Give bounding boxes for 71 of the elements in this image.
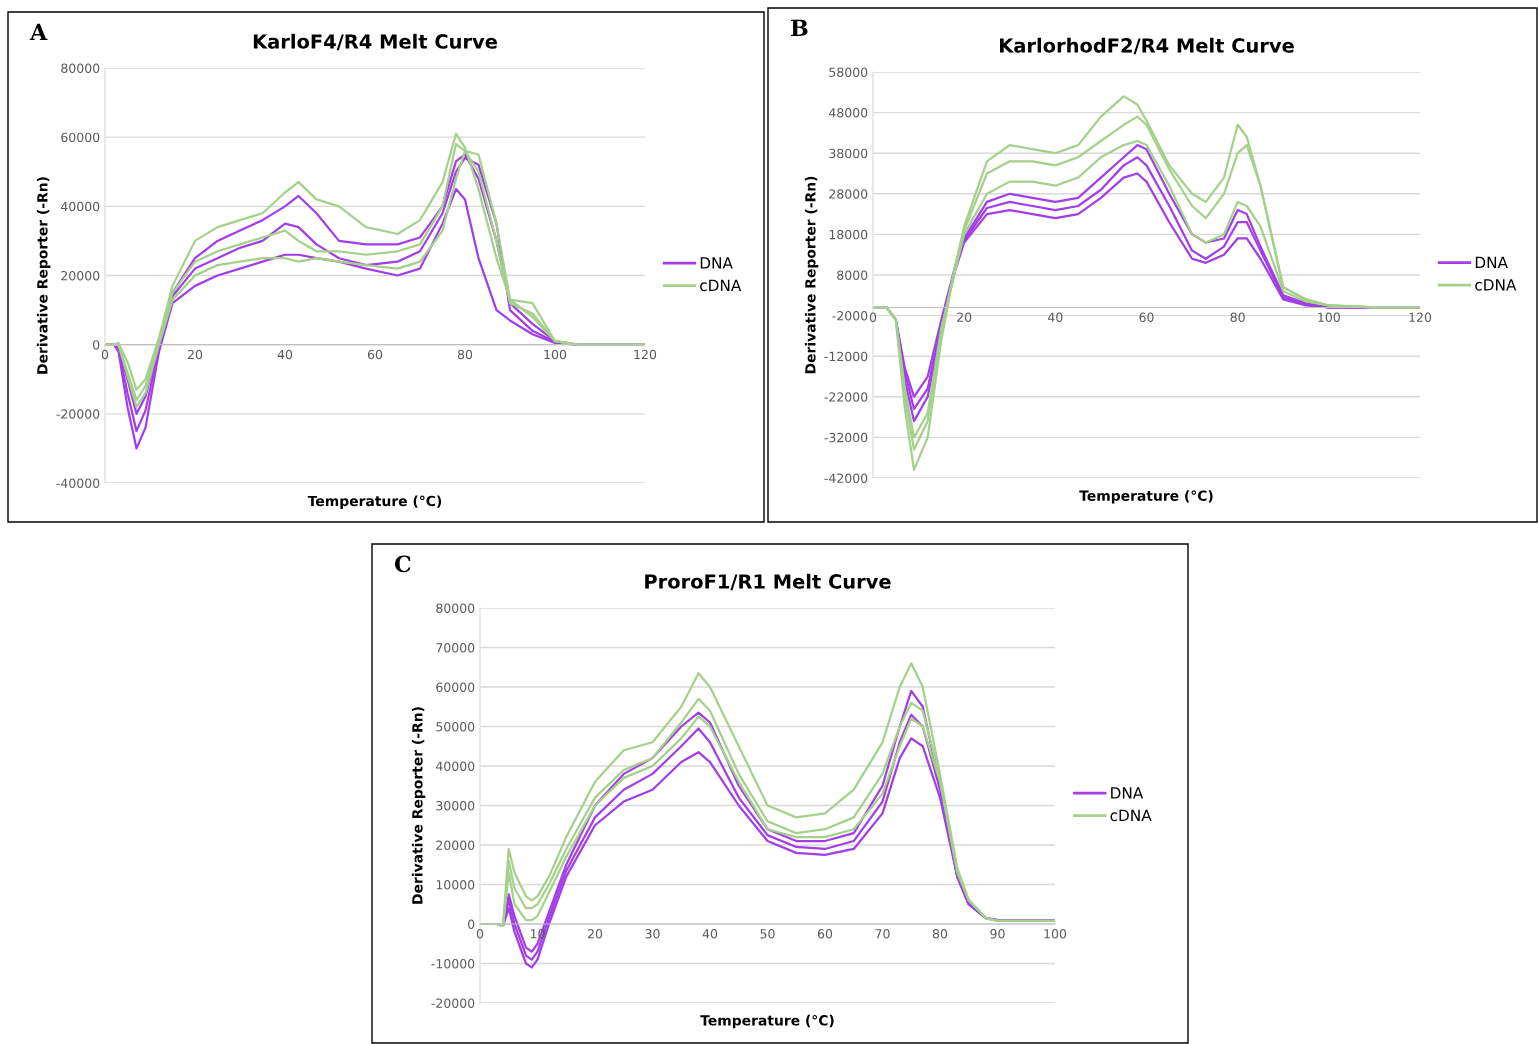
y-tick-label: 40000 (60, 201, 100, 212)
y-tick-label: -20000 (56, 409, 100, 419)
x-tick-label: 0 (101, 349, 109, 360)
legend-label: cDNA (700, 279, 742, 292)
y-tick-label: -22000 (824, 392, 868, 402)
x-axis-title: Temperature (°C) (307, 495, 442, 509)
legend-label: DNA (1475, 256, 1508, 268)
text: C (394, 555, 411, 573)
x-tick-label: 80 (1230, 312, 1245, 323)
text: B (791, 19, 808, 36)
x-tick-label: 40 (1047, 312, 1063, 323)
x-tick-label: 120 (634, 349, 657, 360)
x-tick-label: 100 (1318, 312, 1340, 323)
y-tick-label: 28000 (829, 189, 868, 199)
chart-title: ProroF1/R1 Melt Curve (645, 573, 891, 591)
x-tick-label: 60 (367, 349, 383, 360)
y-tick-label: 60000 (436, 682, 475, 692)
x-tick-label: 0 (476, 929, 484, 939)
y-tick-label: -42000 (824, 473, 868, 483)
y-tick-label: 50000 (436, 721, 475, 732)
x-tick-label: 60 (817, 929, 833, 939)
x-axis-title: Temperature (°C) (700, 1014, 834, 1029)
y-tick-label: 8000 (837, 270, 868, 280)
y-tick-label: 20000 (61, 270, 100, 281)
x-tick-label: 20 (957, 312, 972, 323)
y-tick-label: -20000 (431, 998, 475, 1008)
y-tick-label: 70000 (436, 642, 475, 653)
y-tick-label: 40000 (435, 761, 475, 771)
y-tick-label: -12000 (824, 351, 868, 362)
y-tick-label: 80000 (61, 63, 100, 73)
x-tick-label: 40 (702, 929, 718, 939)
y-tick-label: -2000 (832, 311, 868, 321)
y-tick-label: 60000 (61, 132, 100, 143)
chart-title: KarloF4/R4 Melt Curve (253, 33, 497, 51)
text: A (29, 23, 48, 40)
y-tick-label: 18000 (829, 229, 868, 240)
y-axis-title: Derivative Reporter (-Rn) (36, 177, 51, 374)
y-tick-label: 0 (93, 340, 100, 350)
legend-label: cDNA (1110, 809, 1152, 822)
y-tick-label: 0 (468, 919, 475, 929)
x-tick-label: 100 (544, 349, 567, 360)
x-tick-label: 70 (875, 929, 890, 939)
x-tick-label: 30 (645, 929, 660, 939)
y-tick-label: -40000 (56, 478, 100, 488)
x-tick-label: 90 (990, 929, 1005, 939)
chart-title: KarlorhodF2/R4 Melt Curve (1000, 37, 1294, 55)
x-tick-label: 40 (277, 349, 293, 360)
x-tick-label: 80 (932, 929, 948, 939)
x-tick-label: 60 (1139, 312, 1154, 323)
y-tick-label: 30000 (436, 800, 475, 811)
y-tick-label: 10000 (436, 879, 475, 890)
x-tick-label: 80 (457, 349, 473, 360)
y-tick-label: 38000 (829, 148, 868, 159)
y-tick-label: 20000 (436, 840, 475, 850)
y-axis-title: Derivative Reporter (-Rn) (411, 707, 426, 904)
legend-label: DNA (700, 257, 733, 269)
x-axis-title: Temperature (°C) (1079, 490, 1213, 504)
x-tick-label: 20 (587, 929, 603, 939)
x-tick-label: 120 (1409, 312, 1432, 323)
legend-label: cDNA (1475, 279, 1517, 291)
y-tick-label: -32000 (824, 432, 868, 443)
y-tick-label: -10000 (431, 958, 475, 969)
x-tick-label: 100 (1044, 929, 1067, 939)
y-tick-label: 48000 (828, 108, 868, 118)
y-axis-title: Derivative Reporter (-Rn) (804, 176, 819, 374)
x-tick-label: 20 (187, 349, 203, 360)
x-tick-label: 50 (760, 929, 775, 939)
y-tick-label: 58000 (829, 67, 868, 77)
y-tick-label: 80000 (436, 603, 475, 613)
legend-label: DNA (1111, 787, 1144, 799)
x-tick-label: 0 (869, 312, 877, 323)
